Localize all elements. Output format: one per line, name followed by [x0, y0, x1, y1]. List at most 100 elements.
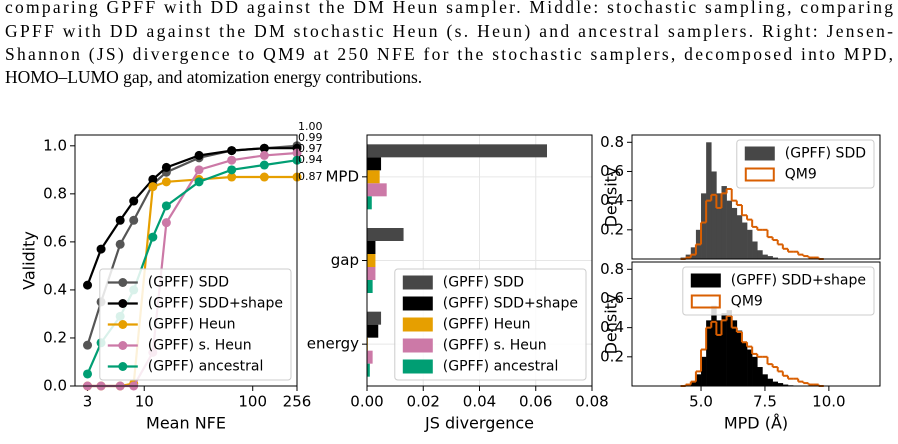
legend: (GPFF) SDD+shape QM9 [682, 266, 875, 316]
legend-handle [402, 317, 433, 332]
y-tick-label: 0.6 [43, 232, 67, 250]
legend-label: (GPFF) SDD [148, 275, 229, 291]
point [161, 218, 171, 228]
y-tick-label: 1.0 [43, 136, 67, 154]
hist-bar [690, 247, 697, 259]
end-label: 0.99 [298, 131, 323, 144]
hist-bar [772, 257, 779, 259]
point [83, 340, 93, 350]
hist-bar [752, 241, 758, 259]
bar [367, 196, 372, 210]
y-tick-label: 0.6 [600, 162, 624, 180]
legend-label: (GPFF) SDD+shape [443, 296, 578, 312]
hist-bar [736, 215, 743, 259]
hist-bar [695, 374, 702, 386]
end-label: 0.97 [298, 142, 323, 155]
legend-handle [402, 359, 433, 374]
caption-line: Shannon (JS) divergence to QM9 at 250 NF… [5, 44, 893, 64]
point [83, 280, 93, 290]
x-tick-label: 10 [135, 393, 154, 411]
legend-handle [690, 294, 721, 309]
y-tick-label: 0.8 [43, 184, 67, 202]
hist-bar [741, 222, 748, 259]
legend-handle [744, 167, 775, 182]
x-tick-label: 0.06 [519, 393, 552, 411]
hist-bar [777, 383, 784, 386]
legend: (GPFF) SDD QM9 [736, 139, 875, 189]
legend-label: (GPFF) SDD [443, 275, 524, 291]
point [129, 215, 139, 225]
x-tick-label: 256 [283, 393, 312, 411]
legend-marker [118, 320, 128, 329]
point [161, 201, 171, 211]
legend-marker [118, 341, 128, 350]
hist-bar [701, 356, 707, 386]
hist-bar [747, 229, 753, 259]
y-tick-label: 0.2 [43, 328, 67, 346]
hist-bar [716, 320, 722, 386]
hist-bar [767, 378, 773, 386]
y-tick-label: 0.4 [600, 318, 624, 336]
legend-label: QM9 [785, 167, 817, 183]
legend: (GPFF) SDD (GPFF) SDD+shape (GPFF) Heun (GP… [394, 268, 587, 381]
point [194, 150, 204, 160]
hist-bar [767, 256, 773, 259]
legend-label: (GPFF) SDD+shape [148, 296, 283, 312]
y-tick-label: 0.8 [600, 133, 624, 151]
legend-box [682, 266, 875, 316]
x-tick-label: 0.08 [575, 393, 608, 411]
hist-bar [721, 313, 727, 386]
hist-bar [711, 305, 717, 386]
hist-bar [701, 193, 707, 259]
y-axis-label: Density [602, 294, 621, 355]
bar [367, 280, 373, 293]
y-tick-label: MPD [325, 167, 359, 185]
legend-label: (GPFF) SDD+shape [731, 273, 866, 289]
legend-marker [118, 299, 128, 308]
y-tick-label: gap [331, 251, 359, 269]
axes-frame [74, 134, 298, 387]
legend-handle [744, 146, 775, 161]
end-label: 1.00 [298, 120, 323, 133]
caption-line: GPFF with DD against the DM stochastic H… [5, 21, 893, 41]
point [194, 177, 204, 187]
legend-handle [690, 273, 721, 288]
end-label: 0.94 [298, 153, 323, 166]
point [83, 369, 93, 379]
point [115, 215, 125, 225]
x-tick-label: 5.0 [689, 393, 713, 411]
hist-bar [752, 356, 758, 386]
legend-label: (GPFF) s. Heun [443, 338, 547, 354]
hist-bar [690, 381, 697, 386]
hist-bar [731, 320, 738, 386]
y-tick-label: 0.4 [600, 191, 624, 209]
point [227, 146, 237, 156]
point [161, 162, 171, 172]
x-tick-label: 0.04 [463, 393, 496, 411]
bar [367, 157, 382, 171]
axes-frame [631, 134, 881, 260]
legend-marker [118, 278, 128, 287]
point [148, 232, 158, 242]
hist-bar [741, 342, 748, 386]
y-axis-label: Density [602, 167, 621, 228]
point [259, 160, 269, 170]
point [115, 239, 125, 249]
point [96, 244, 106, 254]
bar [367, 170, 380, 184]
legend-label: (GPFF) ancestral [443, 359, 559, 375]
x-tick-label: 100 [238, 393, 267, 411]
hist-bar [726, 200, 733, 259]
hist-bar [716, 193, 722, 259]
point [148, 182, 158, 192]
y-axis-label: Validity [20, 231, 39, 290]
point [194, 165, 204, 175]
x-tick-label: 3 [83, 393, 93, 411]
point [129, 196, 139, 206]
x-axis-label: Mean NFE [146, 414, 226, 433]
x-tick-label: 7.5 [753, 393, 777, 411]
x-tick-label: 10.0 [812, 393, 845, 411]
bar [367, 324, 379, 338]
hist-bar [757, 250, 763, 259]
